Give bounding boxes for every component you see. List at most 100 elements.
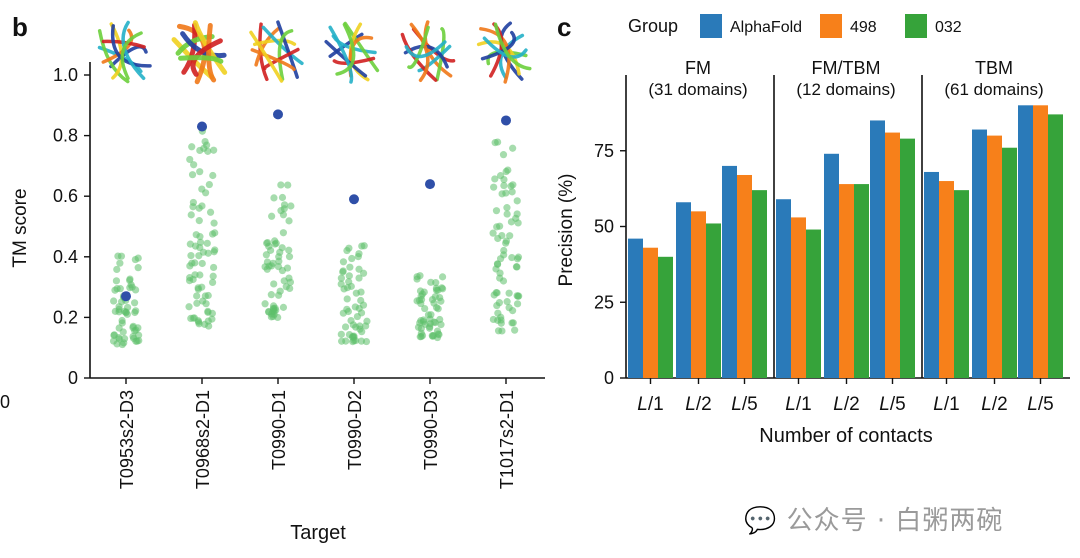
other-group-point	[352, 337, 360, 345]
ribbon-strand	[250, 48, 296, 72]
other-group-point	[507, 218, 516, 226]
other-group-point	[363, 317, 371, 325]
other-group-point	[430, 318, 438, 326]
b-xtick-label: T0990-D3	[421, 390, 441, 470]
protein-thumbnail: T0990-D1 structure	[249, 20, 304, 83]
c-xtick-label: L/5	[1027, 394, 1053, 415]
ribbon-strand	[276, 20, 299, 79]
tm-score-scatter-chart: T0953s2-D3 structure T0968s2-D1 structure…	[10, 20, 545, 544]
other-group-point	[502, 167, 510, 176]
ribbon-strand	[407, 25, 430, 69]
other-group-point	[490, 183, 498, 191]
other-group-point	[196, 168, 204, 176]
c-ytick-label: 0	[604, 368, 614, 388]
b-ytick-label: 0.6	[53, 186, 78, 206]
ribbon-strand	[181, 22, 198, 75]
other-group-point	[503, 210, 511, 218]
other-group-point	[211, 229, 219, 237]
b-xtick-label: T0990-D2	[345, 390, 365, 470]
other-group-point	[432, 303, 441, 312]
other-group-point	[204, 307, 212, 315]
other-group-point	[421, 304, 429, 313]
other-group-point	[497, 319, 505, 327]
c-xtick-label: L/2	[685, 394, 711, 415]
protein-structure-thumbnails: T0953s2-D3 structure T0968s2-D1 structure…	[97, 20, 532, 85]
wechat-icon: 💬	[744, 506, 778, 536]
other-group-point	[277, 207, 285, 215]
other-group-point	[196, 238, 205, 246]
bar-alphafold	[776, 199, 791, 378]
other-group-point	[195, 320, 203, 328]
other-group-point	[499, 151, 508, 159]
other-group-point	[117, 252, 126, 260]
other-group-point	[120, 307, 129, 315]
bar-032	[806, 229, 821, 378]
other-group-point	[203, 239, 211, 247]
other-group-point	[513, 210, 521, 218]
other-group-point	[337, 330, 345, 338]
other-group-point	[119, 328, 127, 336]
other-group-point	[267, 291, 275, 299]
other-group-point	[267, 262, 276, 270]
protein-thumbnail: T0990-D2 structure	[324, 21, 380, 84]
c-panel-subtitle: (31 domains)	[648, 80, 747, 99]
other-group-point	[360, 242, 368, 250]
other-group-point	[261, 263, 269, 271]
other-group-point	[515, 292, 523, 300]
other-group-point	[339, 309, 347, 317]
other-group-point	[417, 292, 425, 300]
other-group-point	[132, 286, 140, 294]
bar-032	[900, 138, 915, 378]
alphafold-point	[121, 291, 131, 302]
other-group-point	[190, 314, 199, 322]
c-xtick-label: L/5	[879, 394, 905, 415]
bar-alphafold	[628, 238, 643, 378]
protein-thumbnail: T0968s2-D1 structure	[171, 20, 228, 85]
other-group-point	[514, 219, 522, 227]
other-group-point	[208, 278, 217, 287]
other-group-point	[284, 181, 292, 189]
bar-498	[643, 247, 658, 378]
b-ytick-label: 0.8	[53, 126, 78, 146]
other-group-point	[134, 264, 142, 272]
panel-b-label: b	[12, 12, 28, 42]
other-group-point	[491, 175, 499, 183]
other-group-point	[277, 181, 285, 189]
other-group-point	[186, 262, 194, 270]
other-group-point	[131, 255, 139, 264]
other-group-point	[511, 326, 519, 334]
c-panel-subtitle: (12 domains)	[796, 80, 895, 99]
bar-498	[885, 132, 900, 378]
other-group-point	[353, 312, 361, 321]
other-group-point	[270, 194, 278, 202]
other-group-point	[278, 244, 286, 252]
other-group-point	[513, 263, 521, 271]
b-xtick-label: T0953s2-D3	[117, 390, 137, 489]
ribbon-strand	[120, 31, 143, 81]
other-group-point	[186, 155, 194, 164]
other-group-point	[261, 300, 269, 308]
other-group-point	[431, 293, 439, 301]
other-group-point	[434, 330, 442, 338]
other-group-point	[436, 315, 444, 324]
other-group-point	[198, 185, 206, 193]
other-group-point	[110, 331, 118, 339]
other-group-point	[210, 146, 218, 154]
c-ytick-label: 25	[594, 292, 614, 312]
other-group-point	[509, 144, 517, 152]
ribbon-strand	[493, 22, 532, 71]
other-group-point	[202, 300, 210, 308]
other-group-point	[437, 297, 445, 305]
b-y-ticks: 0 0.2 0.4 0.6 0.8 1.0	[53, 65, 90, 388]
ribbon-strand	[335, 22, 356, 76]
bar-498	[737, 174, 752, 378]
other-group-point	[348, 254, 356, 263]
c-subpanel: FM/TBM (12 domains) L/1 L/2 L/5	[773, 58, 915, 415]
other-group-point	[193, 292, 201, 300]
other-group-point	[280, 201, 289, 209]
other-group-point	[285, 217, 293, 225]
other-group-point	[413, 297, 421, 305]
c-subpanel: FM (31 domains) L/1 L/2 L/5	[628, 58, 767, 415]
other-group-point	[194, 284, 202, 292]
other-group-point	[345, 330, 354, 339]
